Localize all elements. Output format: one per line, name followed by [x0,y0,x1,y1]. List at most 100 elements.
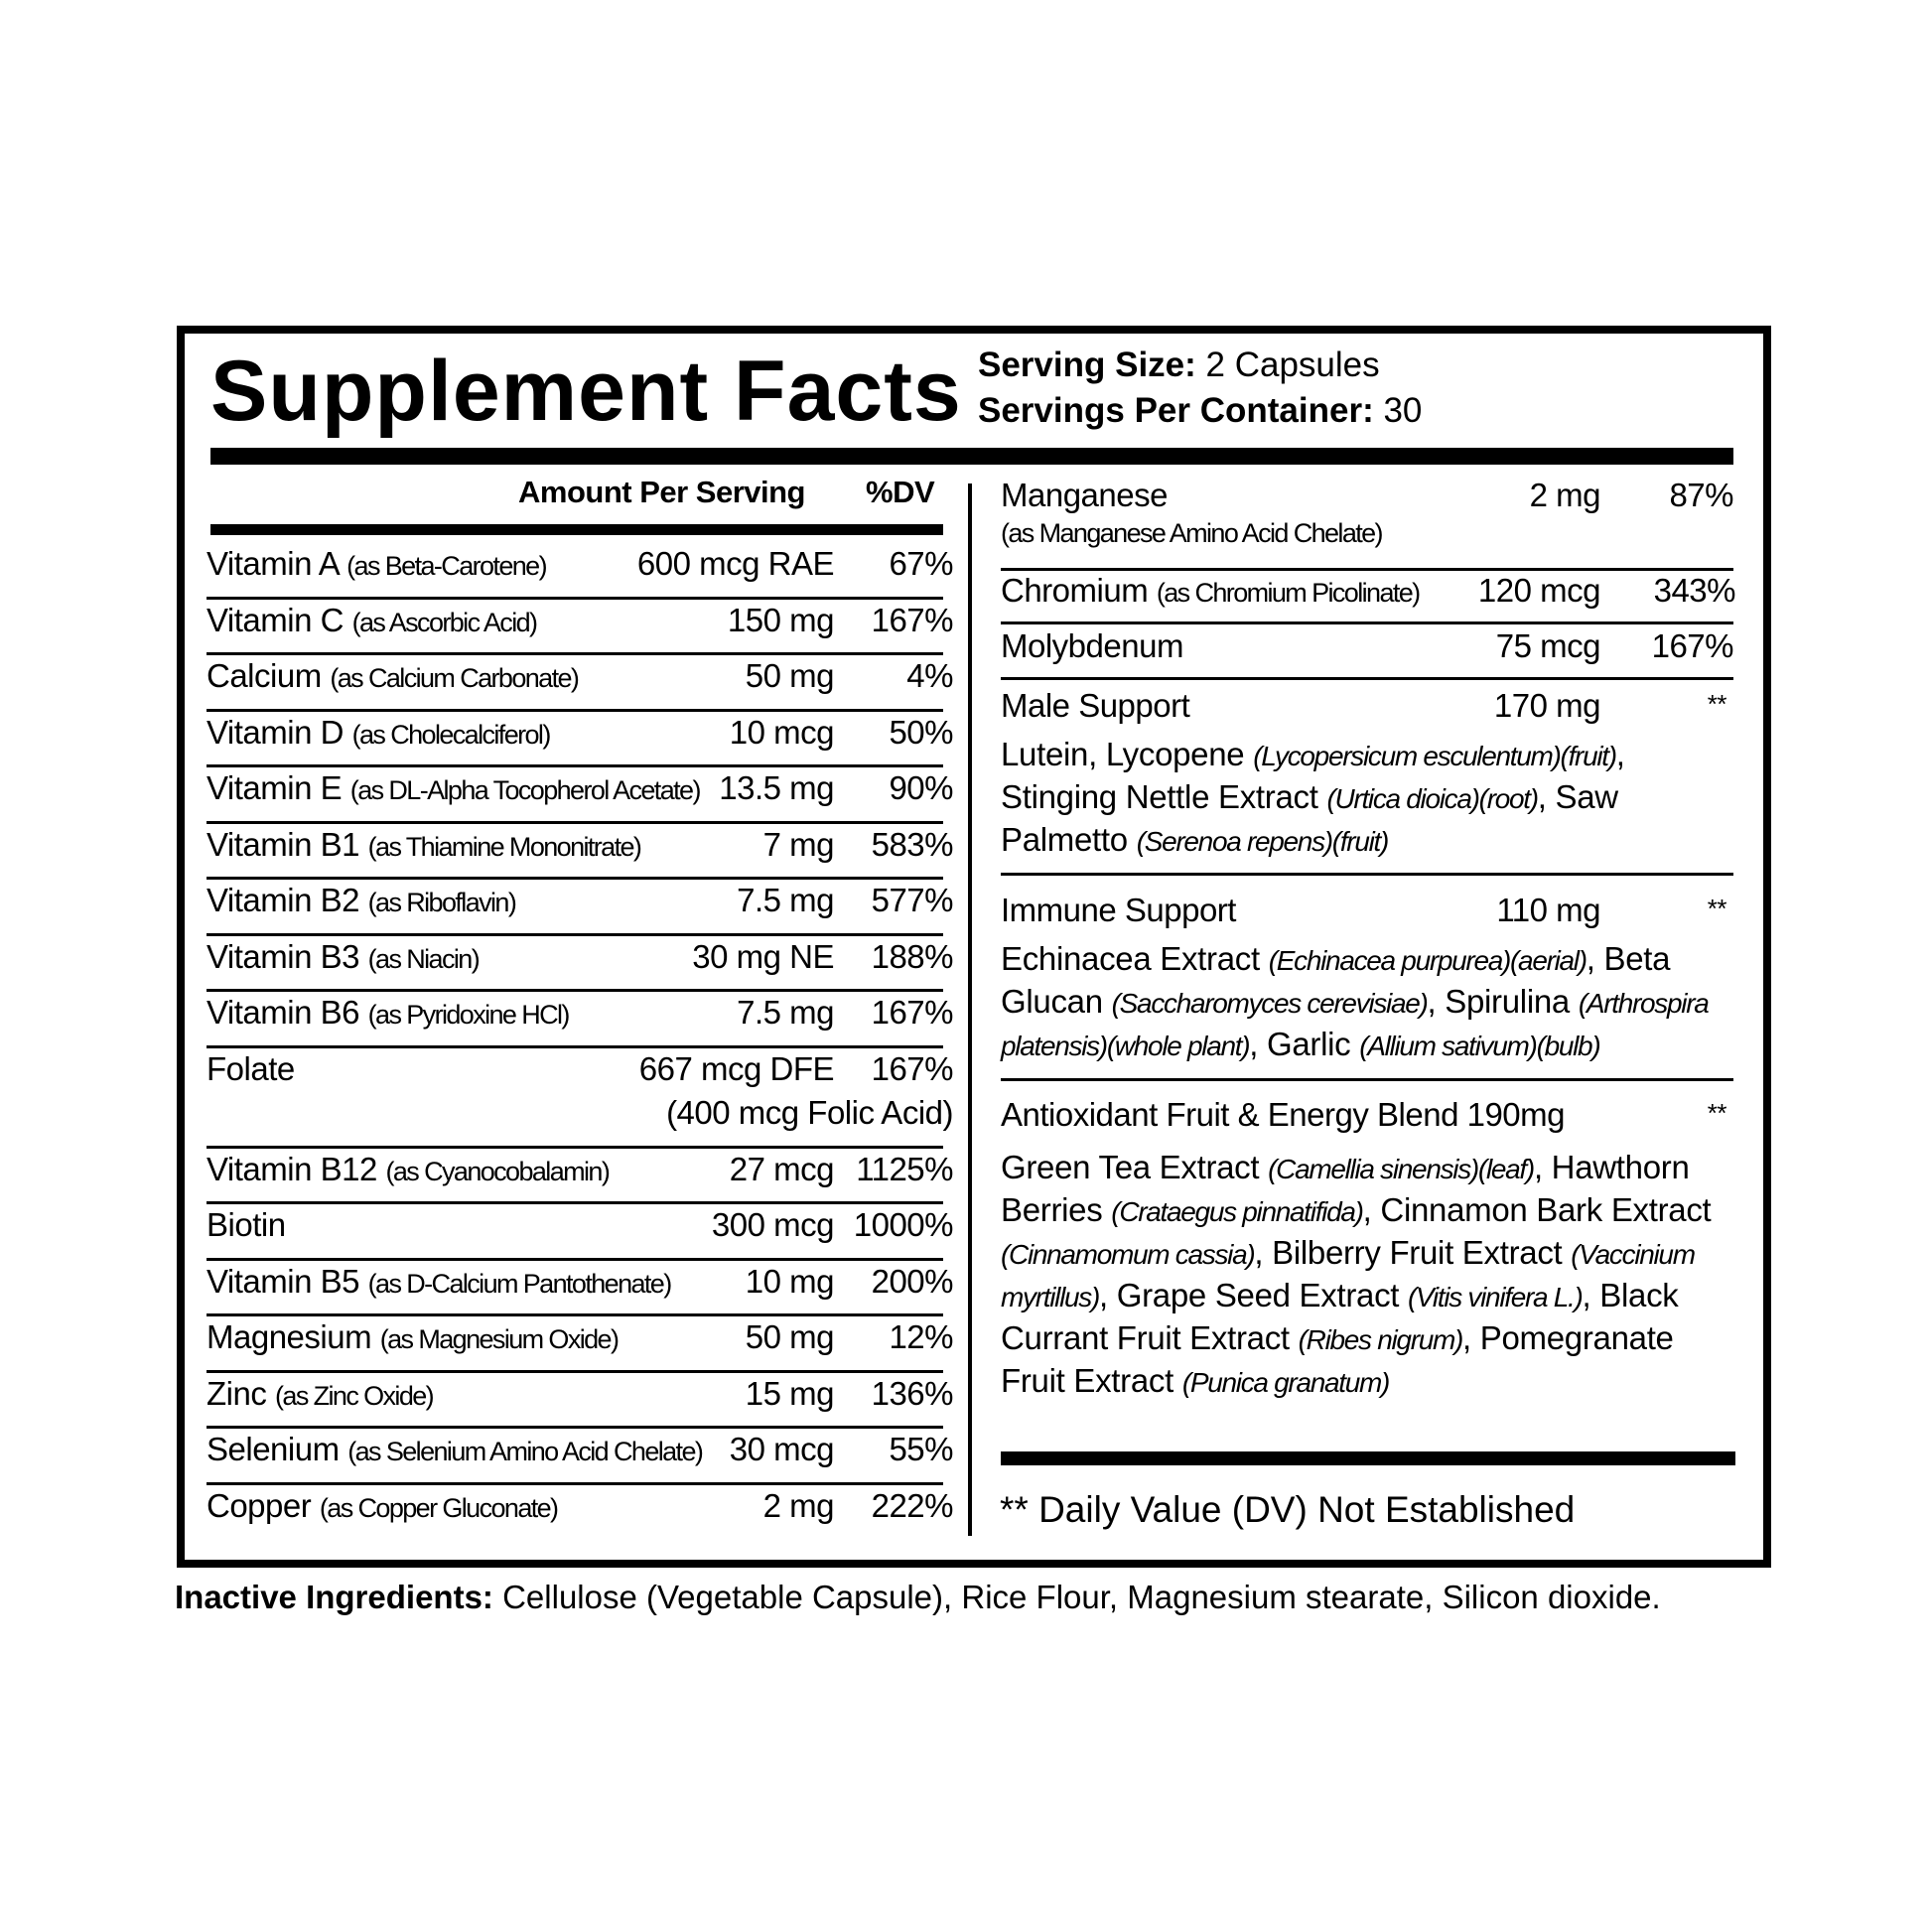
ingredient-text: , Black Currant Fruit Extract [1001,1277,1679,1356]
nutrient-row: Magnesium (as Magnesium Oxide) 50 mg 12% [207,1318,953,1374]
row-rule [207,932,943,936]
row-rule [207,1145,943,1149]
nutrient-amount: 10 mcg [729,713,835,751]
nutrient-row: Biotin 300 mcg 1000% [207,1206,954,1262]
nutrient-label: Biotin [207,1206,286,1243]
row-rule [207,1201,943,1204]
serving-size-label: Serving Size: [978,345,1196,384]
ingredient-text: , Stinging Nettle Extract [1001,736,1625,815]
blend-name: Antioxidant Fruit & Energy Blend 190mg [1001,1096,1566,1133]
nutrient-label: Vitamin C [207,601,344,638]
inactive-ingredients-label: Inactive Ingredients: [175,1579,493,1615]
nutrient-label: Vitamin D [207,713,344,751]
row-rule [207,820,943,824]
row-rule [207,1426,943,1429]
nutrient-name: Calcium (as Calcium Carbonate) [207,657,580,695]
nutrient-row: Folate 667 mcg DFE 167% (400 mcg Folic Acid… [207,1049,954,1131]
nutrient-amount: 50 mg [745,657,835,694]
nutrient-name: Vitamin C (as Ascorbic Acid) [207,601,538,639]
ingredient-text: (Ribes nigrum) [1298,1324,1464,1355]
nutrient-amount: 667 mcg DFE [638,1049,835,1087]
blend-amount: 170 mg [1493,687,1601,724]
nutrient-source: (as Zinc Oxide) [275,1380,435,1411]
nutrient-dv: 188% [871,937,954,975]
nutrient-dv: 12% [889,1318,953,1355]
dv-header: %DV [866,475,935,509]
blend-dv-asterisk: ** [1707,689,1727,719]
nutrient-name: Biotin [207,1206,286,1244]
nutrient-name: Vitamin B5 (as D-Calcium Pantothenate) [207,1263,673,1301]
nutrient-dv: 222% [871,1486,954,1524]
nutrient-amount: 50 mg [745,1318,835,1355]
nutrient-row: Vitamin B2 (as Riboflavin) 7.5 mg 577% [207,882,954,937]
nutrient-row: Copper (as Copper Gluconate) 2 mg 222% [207,1486,954,1543]
nutrient-row: Vitamin C (as Ascorbic Acid) 150 mg 167% [207,601,954,657]
row-rule [207,708,943,712]
nutrient-dv: 50% [889,713,953,751]
nutrient-name: Vitamin B1 (as Thiamine Mononitrate) [207,826,642,864]
chromium-amount: 120 mcg [1477,572,1601,609]
ingredient-text: , Cinnamon Bark Extract [1362,1191,1712,1228]
panel-title: Supplement Facts [210,344,962,439]
molybdenum-name: Molybdenum [1001,627,1183,664]
blend-dv-asterisk: ** [1707,894,1727,923]
nutrient-dv: 90% [889,769,953,806]
nutrient-dv: 167% [871,601,954,638]
nutrient-amount: 15 mg [745,1374,835,1412]
ingredient-text: Lutein, Lycopene [1001,736,1254,772]
nutrient-name: Vitamin D (as Cholecalciferol) [207,713,551,752]
nutrient-label: Vitamin B3 [207,937,359,975]
nutrient-label: Vitamin B2 [207,882,359,918]
nutrient-amount-note: (400 mcg Folic Acid) [666,1093,953,1131]
blend-dv-asterisk: ** [1707,1098,1727,1128]
ingredient-text: , Garlic [1249,1026,1360,1062]
nutrient-dv: 4% [906,657,953,694]
manganese-amount: 2 mg [1529,477,1601,513]
nutrient-row: Vitamin E (as DL-Alpha Tocopherol Acetat… [207,769,953,825]
blend-ingredients: Green Tea Extract (Camellia sinensis)(le… [1001,1147,1730,1403]
row-rule [207,989,943,992]
nutrient-name: Vitamin E (as DL-Alpha Tocopherol Acetat… [207,769,701,807]
blend-name: Immune Support [1001,892,1236,928]
nutrient-dv: 167% [871,994,954,1031]
nutrient-dv: 67% [889,545,953,582]
nutrient-name: Magnesium (as Magnesium Oxide) [207,1318,620,1356]
blend-amount: 110 mg [1496,892,1600,928]
nutrient-label: Vitamin B6 [207,994,359,1031]
nutrient-label: Copper [207,1486,312,1524]
row-rule [1001,677,1733,680]
nutrient-label: Magnesium [207,1318,372,1355]
column-divider [968,483,972,1536]
nutrient-label: Calcium [207,657,322,694]
nutrient-source: (as D-Calcium Pantothenate) [367,1268,673,1299]
nutrient-amount: 7.5 mg [737,994,834,1031]
ingredient-text: Green Tea Extract [1001,1149,1269,1185]
nutrient-row: Vitamin B3 (as Niacin) 30 mg NE 188% [207,937,954,994]
ingredient-text: (Lycopersicum esculentum)(fruit) [1253,741,1617,771]
nutrient-label: Vitamin E [207,769,343,806]
nutrient-name: Vitamin B12 (as Cyanocobalamin) [207,1151,611,1188]
nutrient-row: Vitamin A (as Beta-Carotene) 600 mcg RAE 6… [207,545,953,601]
row-rule [207,1257,943,1261]
supplement-facts-panel [177,326,1771,1568]
ingredient-text: (Arthrospira platensis)(whole plant) [1001,988,1710,1061]
ingredient-text: (Punica granatum) [1181,1367,1391,1398]
nutrient-source: (as Calcium Carbonate) [330,663,580,693]
nutrient-label: Selenium [207,1431,340,1467]
blend-rule [1001,1078,1733,1081]
chromium-source: (as Chromium Picolinate) [1156,578,1421,608]
ingredient-text: , Bilberry Fruit Extract [1254,1234,1572,1271]
ingredient-text: (Serenoa repens)(fruit) [1136,826,1390,857]
nutrient-source: (as Thiamine Mononitrate) [367,831,642,862]
row-rule [207,596,943,600]
row-rule [207,652,943,655]
nutrient-dv: 200% [871,1262,954,1300]
nutrient-name: Vitamin A (as Beta-Carotene) [207,545,548,583]
ingredient-text: (Vitis vinifera L.) [1408,1282,1584,1312]
dv-footnote: ** Daily Value (DV) Not Established [1000,1489,1576,1530]
nutrient-dv: 577% [871,882,954,918]
ingredient-text: (Urtica dioica)(root) [1326,783,1539,814]
row-rule [207,764,943,767]
nutrient-dv: 136% [871,1374,954,1412]
blend-rule [1001,873,1733,876]
